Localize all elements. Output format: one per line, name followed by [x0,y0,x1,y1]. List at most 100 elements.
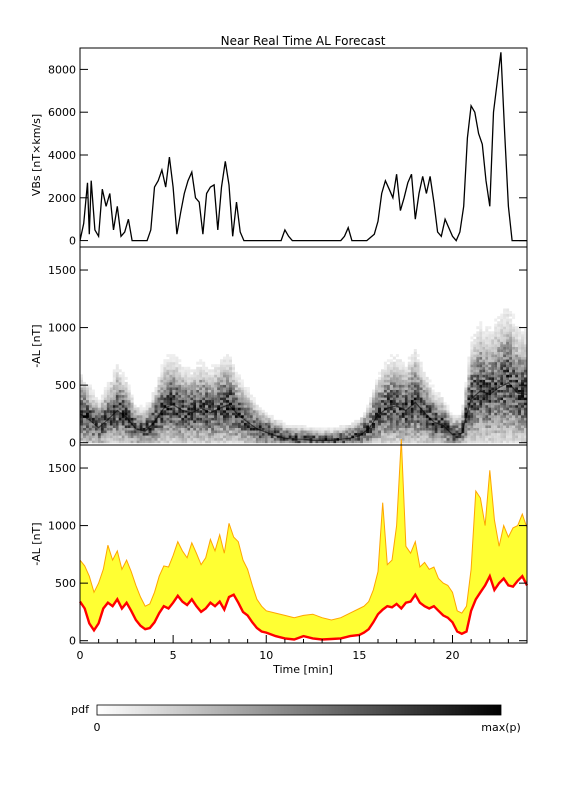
pdf-cell [470,407,474,411]
pdf-cell [392,440,396,444]
pdf-cell [267,422,271,426]
pdf-cell [184,425,188,428]
pdf-cell [506,430,510,434]
pdf-cell [452,414,456,418]
pdf-cell [479,376,483,380]
pdf-cell [425,414,429,418]
pdf-cell [485,389,489,393]
pdf-cell [211,402,215,406]
pdf-cell [395,379,399,383]
pdf-cell [220,399,223,403]
pdf-cell [196,419,200,423]
pdf-cell [184,389,188,393]
pdf-cell [208,387,212,390]
pdf-cell [282,425,286,428]
pdf-cell [509,338,513,342]
pdf-cell [512,341,516,345]
pdf-cell [494,440,498,444]
pdf-cell [160,402,164,406]
pdf-cell [375,432,378,436]
pdf-cell [467,392,471,396]
pdf-cell [378,407,381,411]
pdf-cell [139,409,143,413]
pdf-cell [124,422,128,426]
pdf-cell [434,425,438,428]
pdf-cell [130,425,134,428]
pdf-cell [187,397,191,401]
pdf-cell [476,425,480,428]
pdf-cell [234,437,238,441]
pdf-cell [196,435,200,439]
pdf-cell [515,437,519,441]
pdf-cell [509,323,513,327]
pdf-cell [410,379,414,383]
pdf-cell [184,404,188,408]
pdf-cell [252,419,256,423]
pdf-cell [479,440,483,444]
pdf-cell [503,440,507,444]
pdf-cell [467,399,471,403]
pdf-cell [243,430,247,434]
pdf-cell [208,404,212,408]
pdf-cell [88,402,92,406]
pdf-cell [398,384,402,388]
pdf-cell [467,374,471,378]
pdf-cell [395,376,399,380]
pdf-cell [136,432,140,436]
pdf-cell [488,412,492,416]
pdf-cell [503,338,507,342]
pdf-cell [383,407,387,411]
pdf-cell [503,359,507,363]
pdf-cell [398,419,402,423]
pdf-cell [157,440,161,444]
pdf-cell [395,397,399,401]
pdf-cell [88,425,92,428]
pdf-cell [148,414,152,418]
pdf-cell [500,328,504,332]
pdf-cell [360,425,364,428]
pdf-cell [428,392,432,396]
pdf-cell [80,399,83,403]
pdf-cell [121,384,125,388]
pdf-cell [229,376,232,380]
pdf-cell [407,409,411,413]
pdf-cell [88,440,92,444]
pdf-cell [503,369,507,373]
pdf-cell [440,402,444,406]
pdf-cell [375,419,378,423]
pdf-cell [488,346,492,350]
pdf-cell [127,435,131,439]
pdf-cell [160,364,164,368]
pdf-cell [175,399,179,403]
pdf-cell [518,402,521,406]
pdf-cell [497,397,501,401]
pdf-cell [398,422,402,426]
pdf-cell [375,402,378,406]
pdf-cell [94,430,98,434]
pdf-cell [103,427,107,431]
pdf-cell [386,384,390,388]
pdf-cell [407,417,411,421]
pdf-cell [172,419,176,423]
pdf-cell [187,422,191,426]
pdf-cell [506,344,510,347]
pdf-cell [381,417,384,421]
pdf-cell [395,366,399,370]
pdf-cell [506,432,510,436]
pdf-cell [488,387,492,390]
pdf-cell [196,432,200,436]
pdf-cell [392,369,396,373]
pdf-cell [303,425,307,428]
pdf-cell [118,376,122,380]
pdf-cell [389,389,393,393]
pdf-cell [389,364,393,368]
pdf-cell [130,427,134,431]
pdf-cell [109,399,113,403]
pdf-cell [124,440,128,444]
pdf-cell [181,437,185,441]
pdf-cell [503,366,507,370]
pdf-cell [467,440,471,444]
pdf-cell [288,432,292,436]
pdf-cell [413,387,417,390]
pdf-cell [375,387,378,390]
